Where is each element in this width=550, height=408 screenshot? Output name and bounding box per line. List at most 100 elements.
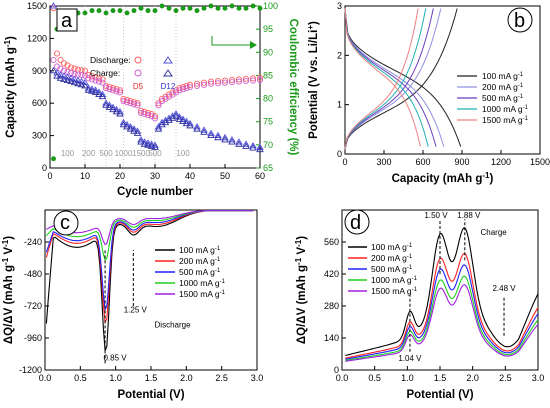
data-point — [95, 90, 103, 98]
data-point — [91, 88, 100, 95]
data-point — [200, 81, 208, 88]
data-point — [123, 99, 131, 106]
x-tick-label: 2.5 — [215, 373, 228, 383]
data-point — [207, 80, 215, 87]
x-tick-label: 40 — [185, 171, 195, 181]
data-point — [176, 87, 183, 94]
data-point — [183, 85, 190, 92]
data-point — [105, 103, 114, 110]
x-tick-label: 1500 — [530, 157, 550, 167]
data-point — [166, 5, 172, 11]
data-point — [152, 8, 158, 14]
x-axis-label: Potential (V) — [117, 389, 184, 401]
y-tick-label: 420 — [324, 269, 339, 279]
legend-marker — [134, 69, 142, 77]
data-point — [242, 140, 250, 147]
data-point — [228, 76, 236, 84]
data-point — [116, 89, 124, 96]
x-tick-label: 50 — [220, 171, 230, 181]
legend-d5: D5 — [133, 82, 144, 91]
data-point — [172, 112, 180, 119]
data-point — [176, 85, 183, 92]
data-point — [154, 125, 163, 132]
data-point — [56, 71, 65, 78]
data-point — [56, 74, 65, 81]
data-point — [91, 86, 100, 93]
data-point — [214, 133, 222, 141]
y-axis-label: Potential (V vs. Li/Li+) — [306, 21, 321, 139]
annotation-1-88v: 1.88 V — [457, 211, 481, 220]
y-tick-label: -480 — [24, 269, 42, 279]
annotation-1-25v: 1.25 V — [124, 306, 148, 315]
data-point — [250, 3, 256, 9]
data-point — [194, 8, 200, 14]
y2-tick-label: 70 — [263, 140, 273, 150]
y2-tick-label: 100 — [263, 1, 278, 11]
data-point — [186, 81, 194, 88]
dqdv-curve — [345, 264, 539, 360]
annotation-0-85v: 0.85 V — [103, 354, 127, 363]
data-point — [200, 128, 208, 135]
x-tick-label: 10 — [80, 171, 90, 181]
data-point — [70, 75, 79, 82]
charge-curve — [344, 8, 442, 150]
panel-b-frame — [344, 5, 541, 155]
y-tick-label: 1500 — [27, 1, 47, 11]
dqdv-curve — [46, 210, 254, 246]
data-point — [187, 5, 193, 11]
x-tick-label: 0.0 — [336, 373, 349, 383]
data-point — [123, 96, 131, 104]
legend-marker — [163, 56, 173, 64]
data-point — [130, 99, 138, 106]
data-point — [109, 105, 117, 113]
data-point — [256, 76, 264, 84]
data-point — [229, 3, 235, 9]
data-point — [180, 5, 186, 11]
rate-label: 500 — [148, 149, 162, 158]
dqdv-curve — [345, 284, 539, 362]
data-point — [183, 82, 190, 89]
data-point — [182, 119, 191, 127]
data-point — [249, 144, 257, 151]
data-point — [49, 66, 58, 74]
data-point — [102, 82, 110, 89]
rate-label: 1000 — [115, 149, 133, 158]
y-axis-label: Capacity (mAh g-1) — [3, 36, 18, 138]
data-point — [179, 83, 187, 91]
data-point — [60, 75, 68, 82]
dqdv-curve — [345, 227, 539, 357]
y2-tick-label: 90 — [263, 47, 273, 57]
data-point — [99, 79, 106, 86]
rate-label: 500 — [99, 149, 113, 158]
data-point — [137, 136, 145, 143]
legend-label: 1000 mA g-1 — [482, 104, 529, 114]
y-tick-label: -960 — [24, 333, 42, 343]
x-axis-label: Cycle number — [117, 186, 194, 198]
x-tick-label: 2.0 — [180, 373, 193, 383]
data-point — [175, 115, 184, 122]
data-point — [113, 88, 120, 95]
data-point — [249, 75, 257, 82]
panel-c-frame — [44, 209, 258, 371]
data-point — [249, 141, 257, 149]
data-point — [147, 140, 156, 147]
data-point — [193, 125, 201, 132]
data-point — [127, 97, 134, 105]
data-point — [106, 86, 113, 93]
data-point — [95, 78, 103, 85]
y-tick-label: 0 — [334, 365, 339, 375]
data-point — [112, 107, 121, 115]
data-point — [57, 56, 64, 64]
data-point — [214, 131, 222, 139]
y-tick-label: 1 — [337, 100, 342, 110]
discharge-curve — [344, 8, 445, 147]
x-tick-label: 600 — [415, 157, 430, 167]
data-point — [140, 140, 149, 147]
data-point — [96, 8, 102, 14]
data-point — [63, 73, 72, 80]
legend-label: 500 mA g-1 — [179, 267, 221, 277]
data-point — [113, 86, 120, 93]
svg-text:d: d — [350, 212, 361, 234]
data-point — [221, 136, 229, 143]
legend-marker — [134, 56, 142, 64]
